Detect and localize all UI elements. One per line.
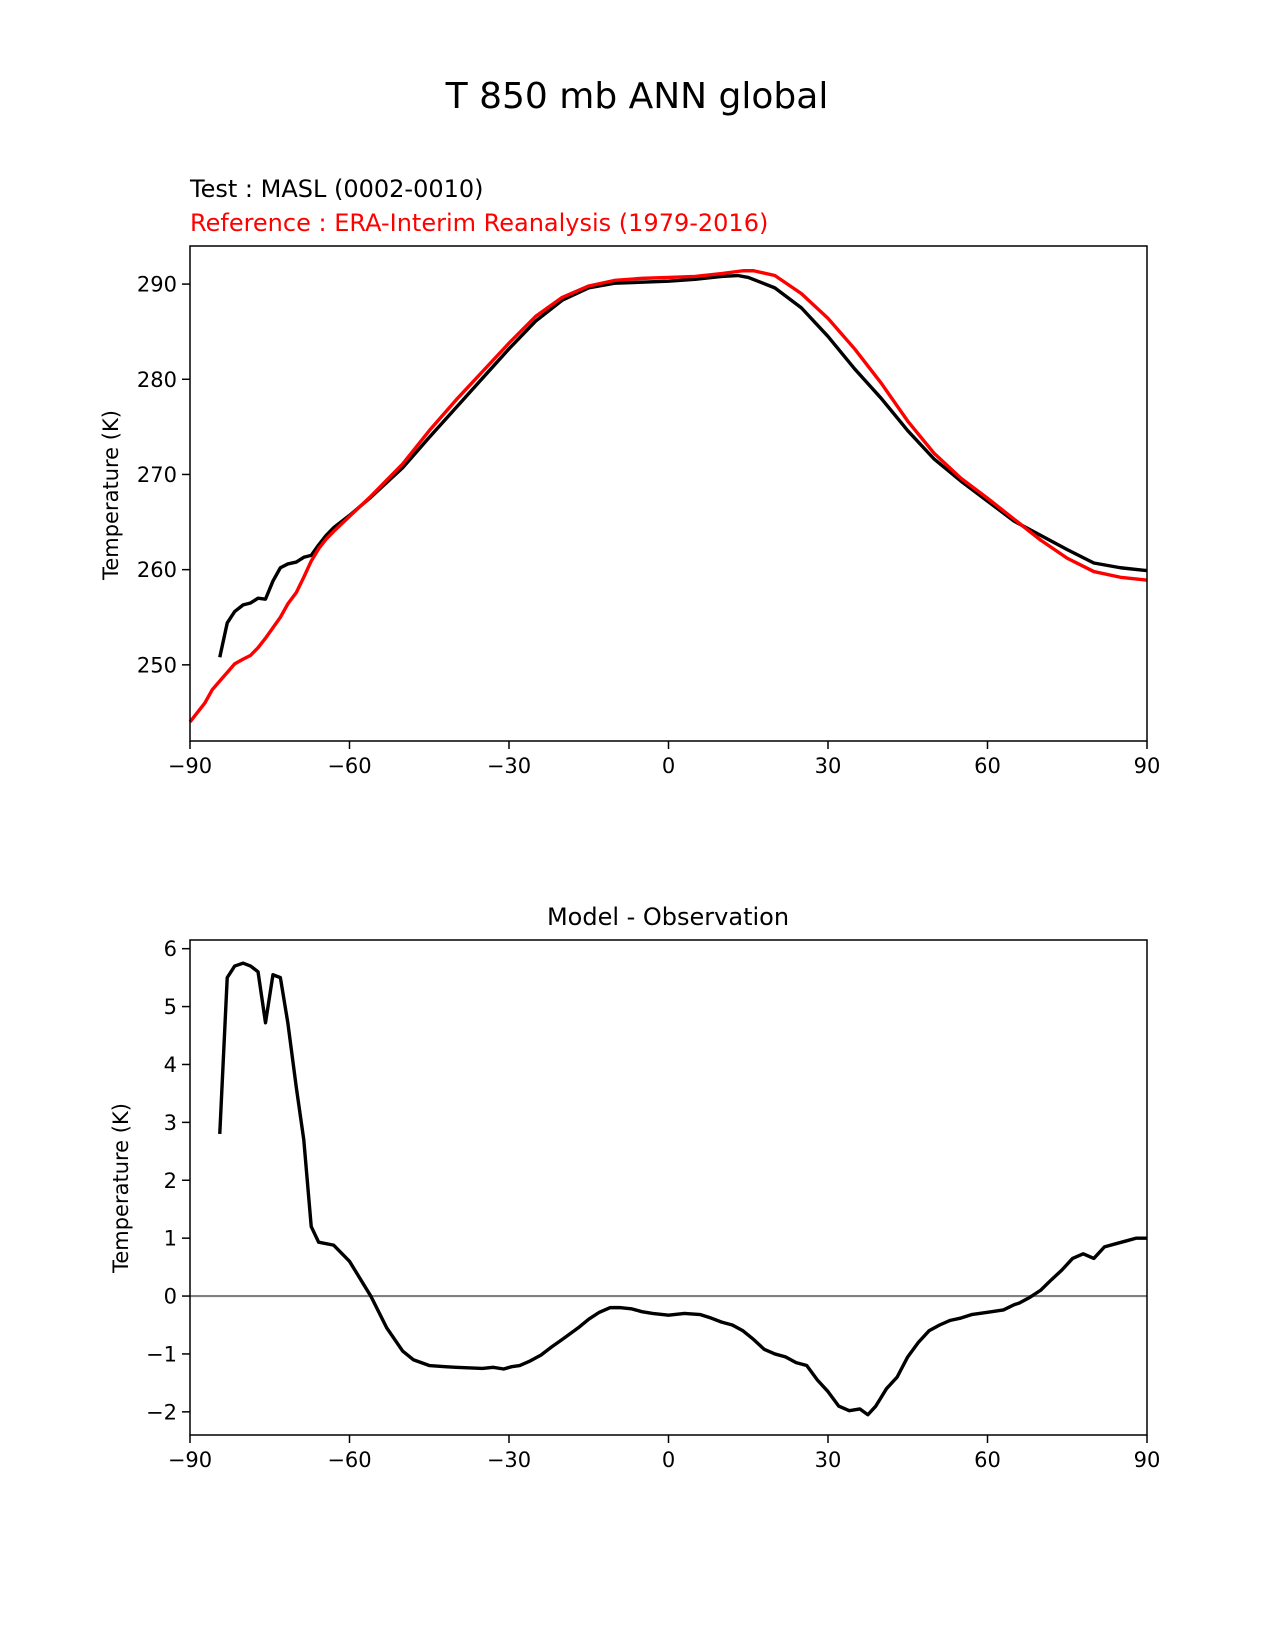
top-series-line-1 bbox=[188, 269, 1148, 724]
figure-title: T 850 mb ANN global bbox=[445, 76, 829, 117]
test-label: Test : MASL (0002-0010) bbox=[189, 175, 484, 203]
bottom-y-axis-label: Temperature (K) bbox=[109, 1103, 133, 1274]
top-plot-lines bbox=[188, 269, 1148, 724]
top-y-axis-label: Temperature (K) bbox=[99, 410, 123, 581]
bottom-x-tick-label: −30 bbox=[487, 1448, 531, 1472]
top-y-tick-label: 250 bbox=[137, 653, 177, 677]
bottom-x-tick-label: 30 bbox=[815, 1448, 842, 1472]
bottom-y-tick-label: 0 bbox=[164, 1285, 177, 1309]
bottom-x-tick-label: 0 bbox=[662, 1448, 675, 1472]
bottom-y-tick-label: −2 bbox=[146, 1400, 177, 1424]
bottom-y-tick-label: 3 bbox=[164, 1111, 177, 1135]
top-y-tick-label: 260 bbox=[137, 558, 177, 582]
bottom-chart-title: Model - Observation bbox=[547, 903, 789, 931]
bottom-y-tick-label: 2 bbox=[164, 1169, 177, 1193]
bottom-plot-lines bbox=[190, 961, 1147, 1417]
bottom-y-tick-label: 1 bbox=[164, 1227, 177, 1251]
bottom-x-tick-label: −90 bbox=[168, 1448, 212, 1472]
top-x-tick-label: 60 bbox=[974, 754, 1001, 778]
bottom-axis-ticks: −90 −60 −30 0 30 60 90 −2 −1 0 1 2 3 4 5 6 bbox=[146, 937, 1160, 1472]
bottom-y-tick-label: 6 bbox=[164, 937, 177, 961]
bottom-chart: Model - Observation Temperature (K) −90−… bbox=[109, 903, 1160, 1472]
top-x-tick-label: 0 bbox=[662, 754, 675, 778]
bottom-series-line-0 bbox=[218, 961, 1147, 1417]
top-series-line-0 bbox=[218, 273, 1148, 658]
top-x-tick-label: −60 bbox=[327, 754, 371, 778]
bottom-y-tick-label: 4 bbox=[164, 1053, 177, 1077]
top-x-tick-label: 30 bbox=[815, 754, 842, 778]
bottom-plot-frame bbox=[189, 939, 1148, 1436]
reference-label: Reference : ERA-Interim Reanalysis (1979… bbox=[190, 209, 768, 237]
top-x-tick-label: −30 bbox=[487, 754, 531, 778]
top-plot-frame bbox=[189, 245, 1148, 742]
top-x-tick-label: −90 bbox=[168, 754, 212, 778]
top-y-tick-label: 270 bbox=[137, 463, 177, 487]
bottom-x-tick-label: −60 bbox=[327, 1448, 371, 1472]
bottom-y-tick-label: 5 bbox=[164, 995, 177, 1019]
top-x-tick-label: 90 bbox=[1134, 754, 1161, 778]
bottom-x-tick-label: 90 bbox=[1134, 1448, 1161, 1472]
bottom-x-tick-label: 60 bbox=[974, 1448, 1001, 1472]
top-axis-ticks: −90 −60 −30 0 30 60 90 250 260 270 280 290 bbox=[137, 273, 1160, 778]
top-y-tick-label: 290 bbox=[137, 273, 177, 297]
bottom-y-tick-label: −1 bbox=[146, 1342, 177, 1366]
top-chart: Test : MASL (0002-0010) Reference : ERA-… bbox=[99, 175, 1160, 778]
top-y-tick-label: 280 bbox=[137, 368, 177, 392]
